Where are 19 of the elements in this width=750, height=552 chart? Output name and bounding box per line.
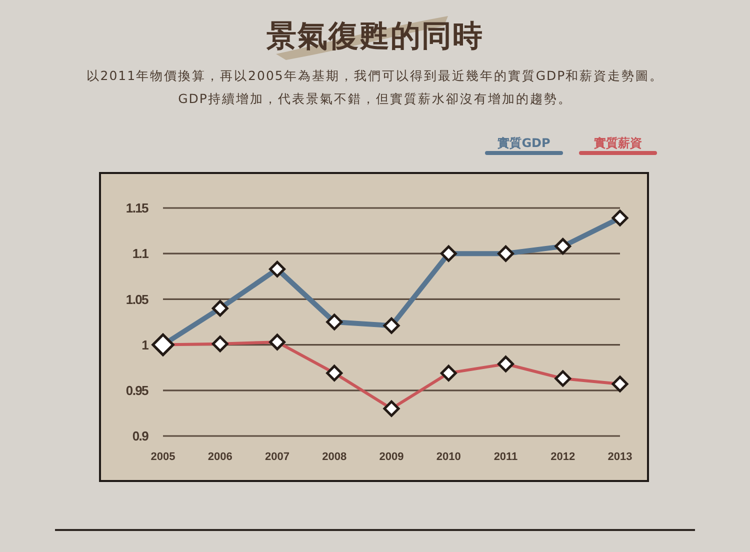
chart-subtitle: 以2011年物價換算，再以2005年為基期，我們可以得到最近幾年的實質GDP和薪資走勢圖。 GDP持續增加，代表景氣不錯，但實質薪水卻沒有增加的趨勢。: [85, 67, 665, 108]
x-tick-label: 2005: [150, 450, 176, 463]
x-tick-label: 2007: [265, 450, 290, 463]
text: 實質薪資: [594, 136, 642, 150]
x-tick-label: 2006: [208, 450, 232, 463]
x-tick-label: 2009: [379, 450, 404, 463]
y-tick-label: 0.9: [132, 428, 149, 444]
x-tick-label: 2012: [550, 450, 576, 463]
x-tick-label: 2008: [322, 450, 347, 463]
text: 實質GDP: [498, 136, 551, 150]
x-tick-label: 2013: [608, 450, 632, 463]
x-tick-label: 2011: [494, 450, 518, 463]
x-tick-label: 2010: [436, 450, 461, 463]
y-tick-label: 1.15: [126, 200, 149, 216]
chart-title: 景氣復甦的同時: [266, 18, 484, 56]
y-tick-label: 1: [142, 337, 149, 352]
y-tick-label: 0.95: [126, 383, 149, 398]
y-tick-label: 1.1: [132, 246, 149, 262]
y-tick-label: 1.05: [126, 292, 149, 307]
